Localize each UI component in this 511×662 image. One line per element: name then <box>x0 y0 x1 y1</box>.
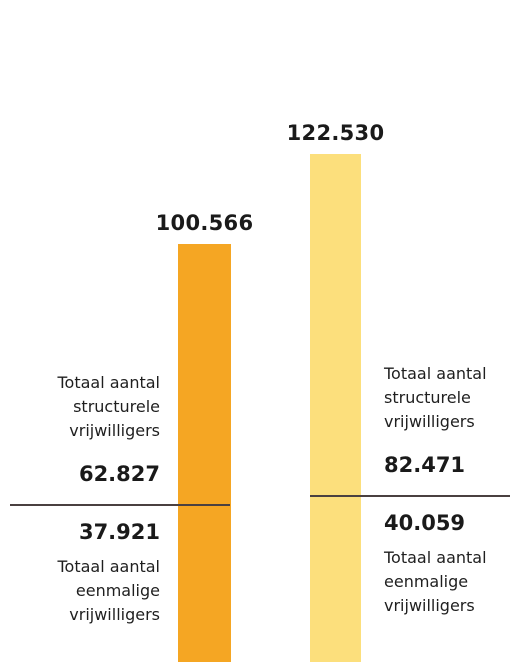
bar-1 <box>178 243 231 662</box>
segment-divider-line <box>310 494 510 497</box>
bar-total-label: 100.566 <box>155 210 254 235</box>
structurele-value-label: 82.471 <box>384 452 466 477</box>
eenmalige-description: Totaal aantal eenmalige vrijwilligers <box>384 547 487 615</box>
segment-divider-line <box>10 503 230 506</box>
eenmalige-value-label: 40.059 <box>384 510 466 535</box>
eenmalige-description: Totaal aantal eenmalige vrijwilligers <box>57 556 160 624</box>
structurele-description: Totaal aantal structurele vrijwilligers <box>57 372 160 440</box>
structurele-description: Totaal aantal structurele vrijwilligers <box>384 363 487 431</box>
structurele-value-label: 62.827 <box>78 461 160 486</box>
bar-2 <box>310 153 361 662</box>
eenmalige-value-label: 37.921 <box>78 519 160 544</box>
bar-total-label: 122.530 <box>286 120 385 145</box>
